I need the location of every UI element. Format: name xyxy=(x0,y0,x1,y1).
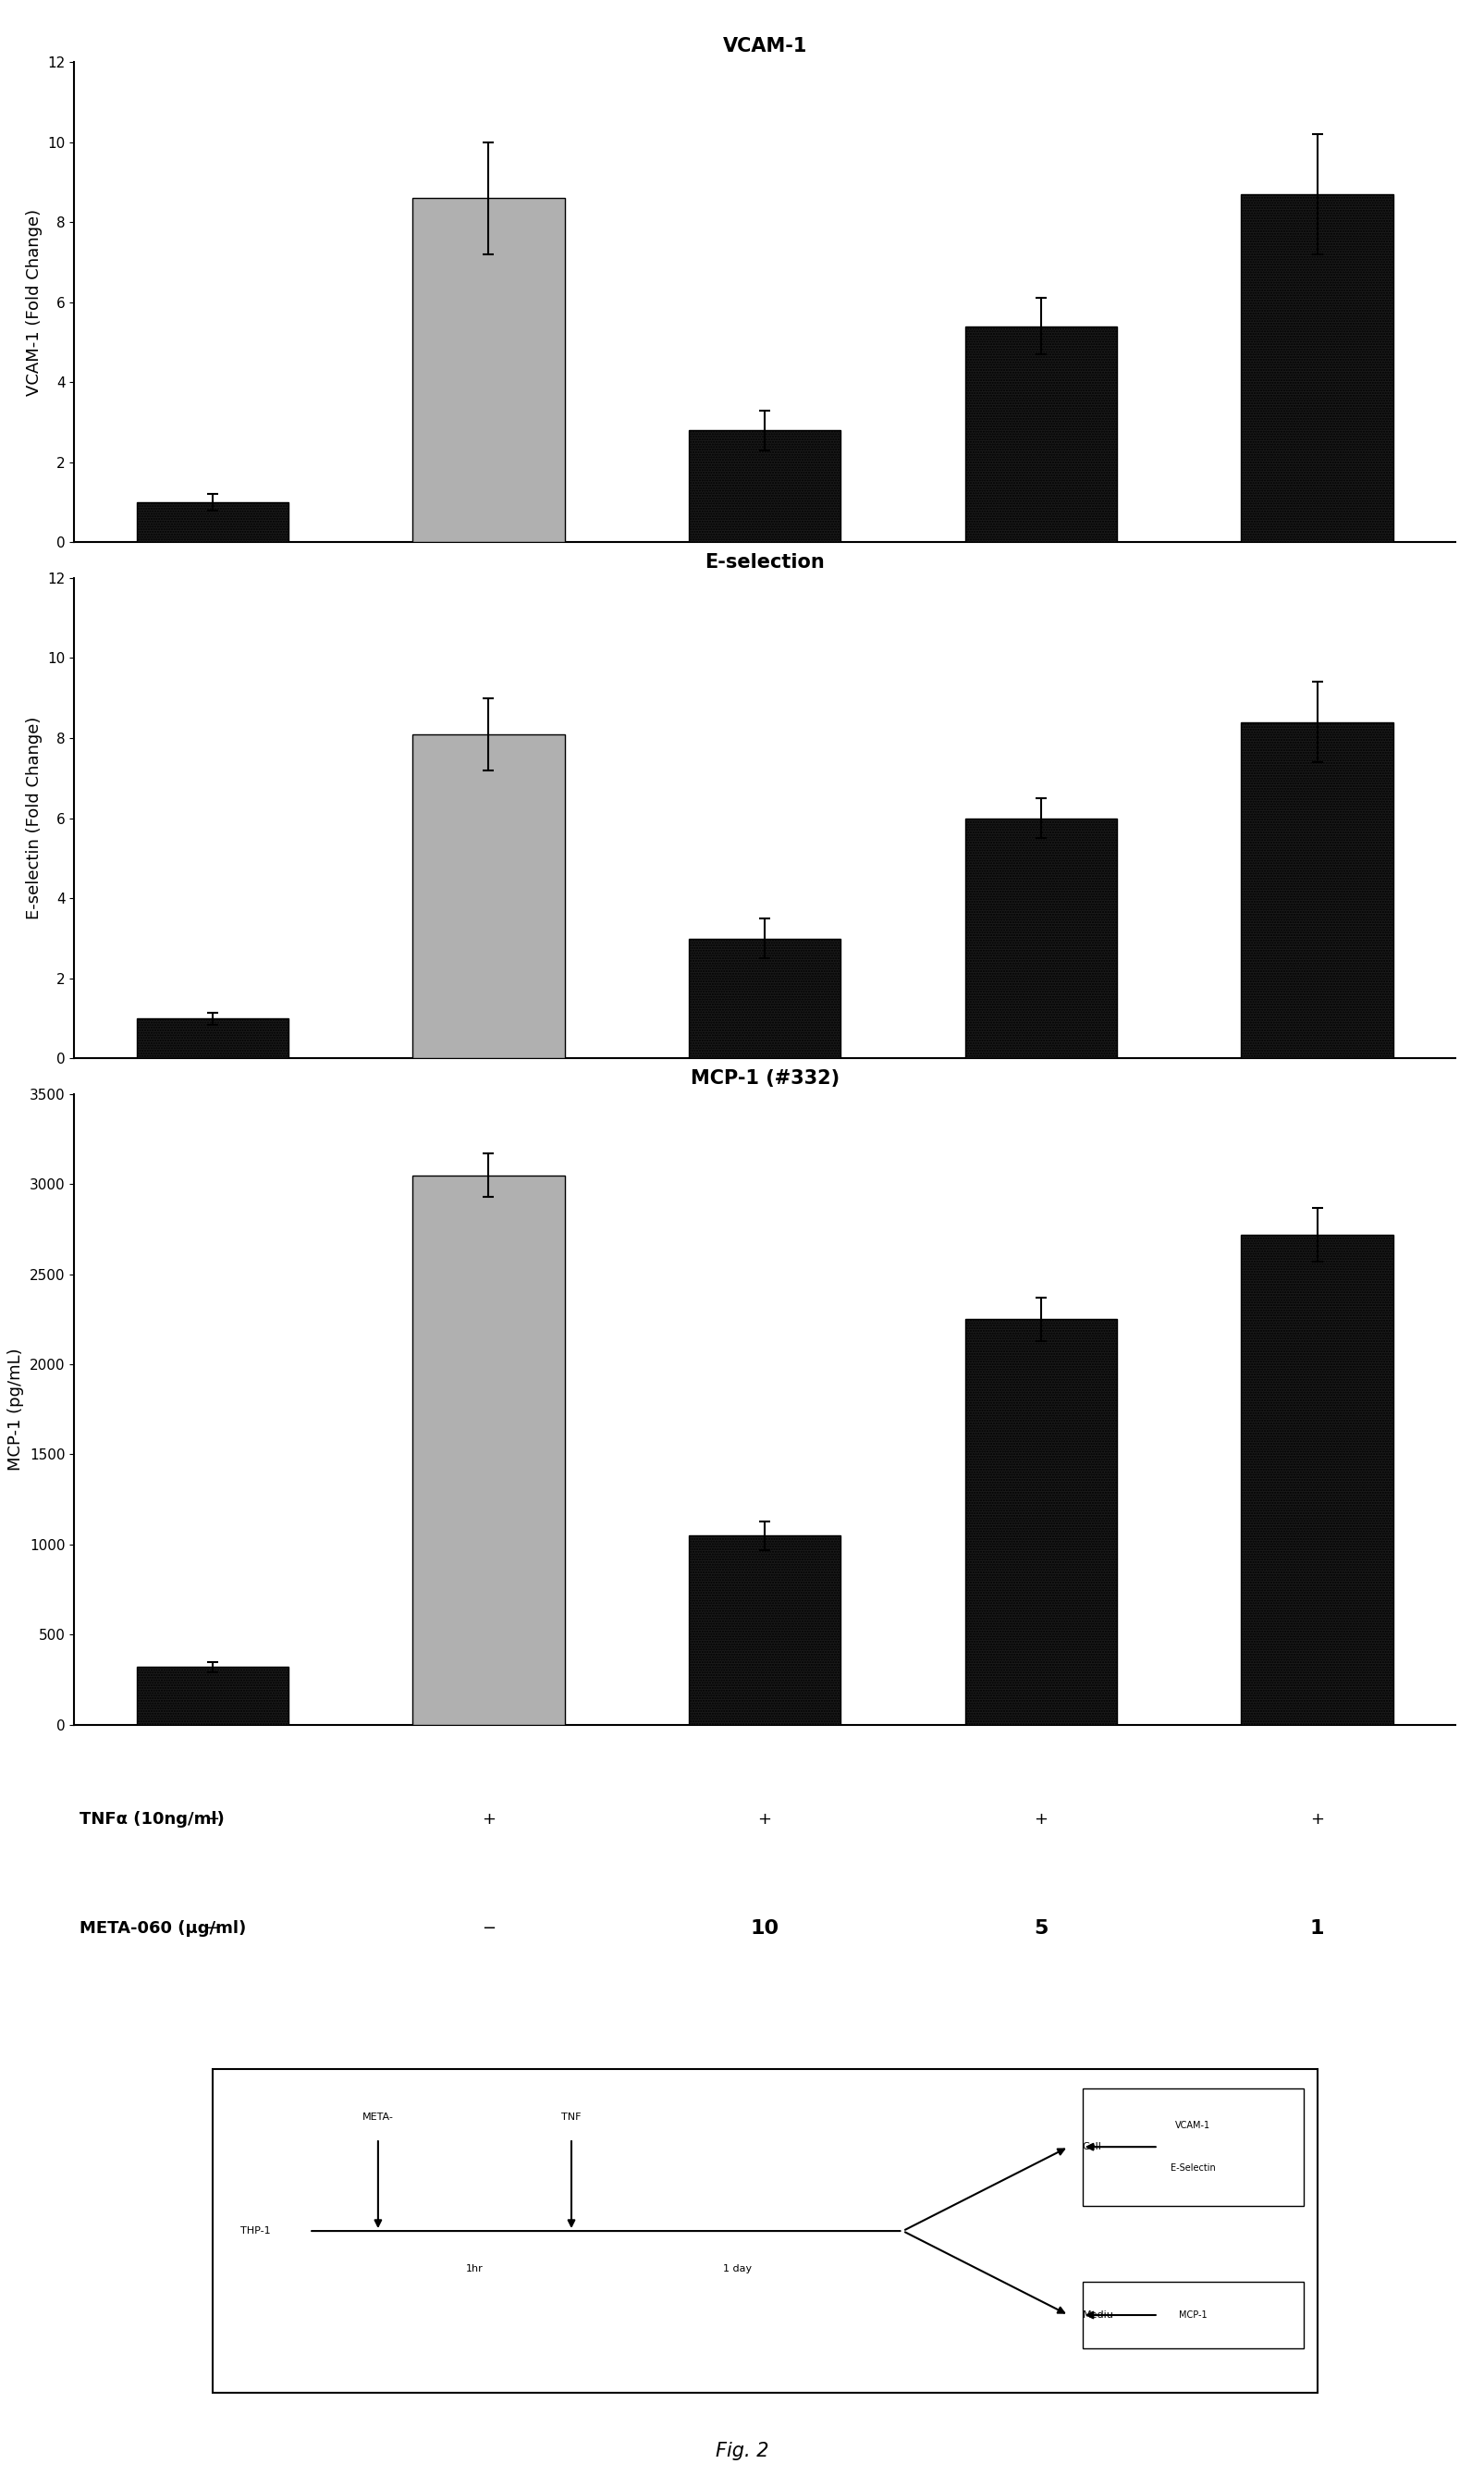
Text: +: + xyxy=(1033,1810,1048,1827)
Text: VCAM-1: VCAM-1 xyxy=(1174,2122,1209,2129)
Text: Cell: Cell xyxy=(1082,2142,1101,2152)
Text: META-: META- xyxy=(362,2112,393,2122)
Bar xyxy=(1241,193,1392,542)
Text: −: − xyxy=(205,1810,220,1827)
Text: THP-1: THP-1 xyxy=(240,2226,270,2236)
Bar xyxy=(413,1176,564,1726)
Text: 1: 1 xyxy=(1309,1919,1324,1939)
Bar xyxy=(413,198,564,542)
Bar xyxy=(1241,723,1392,1057)
Bar xyxy=(965,327,1116,542)
Text: E-Selectin: E-Selectin xyxy=(1169,2164,1214,2171)
Title: E-selection: E-selection xyxy=(705,552,824,572)
Text: +: + xyxy=(481,1810,496,1827)
Text: −: − xyxy=(205,1919,220,1936)
Bar xyxy=(1082,2280,1303,2350)
Bar xyxy=(1082,2087,1303,2206)
Y-axis label: MCP-1 (pg/mL): MCP-1 (pg/mL) xyxy=(7,1347,24,1471)
Bar xyxy=(413,733,564,1057)
Bar xyxy=(965,1320,1116,1726)
Title: MCP-1 (#332): MCP-1 (#332) xyxy=(690,1070,838,1087)
Text: META-060 (μg/ml): META-060 (μg/ml) xyxy=(80,1919,246,1936)
Text: 10: 10 xyxy=(749,1919,779,1939)
Text: 1hr: 1hr xyxy=(466,2263,484,2273)
Text: Fig. 2: Fig. 2 xyxy=(715,2441,769,2459)
Bar xyxy=(689,938,840,1057)
Bar xyxy=(689,1535,840,1726)
Text: TNF: TNF xyxy=(561,2112,580,2122)
Bar xyxy=(137,503,288,542)
Text: 5: 5 xyxy=(1033,1919,1048,1939)
Bar xyxy=(689,431,840,542)
Bar xyxy=(965,817,1116,1057)
Text: −: − xyxy=(481,1919,496,1936)
Bar xyxy=(1241,1236,1392,1726)
Text: +: + xyxy=(757,1810,772,1827)
Bar xyxy=(137,1018,288,1057)
Text: Mediu: Mediu xyxy=(1082,2310,1113,2320)
Bar xyxy=(137,1666,288,1726)
Title: VCAM-1: VCAM-1 xyxy=(723,37,806,54)
Text: TNFα (10ng/ml): TNFα (10ng/ml) xyxy=(80,1810,224,1827)
Bar xyxy=(212,2070,1316,2392)
Y-axis label: E-selectin (Fold Change): E-selectin (Fold Change) xyxy=(25,716,43,919)
Text: +: + xyxy=(1309,1810,1324,1827)
Text: 1 day: 1 day xyxy=(723,2263,751,2273)
Y-axis label: VCAM-1 (Fold Change): VCAM-1 (Fold Change) xyxy=(25,208,43,396)
Text: MCP-1: MCP-1 xyxy=(1178,2310,1206,2320)
